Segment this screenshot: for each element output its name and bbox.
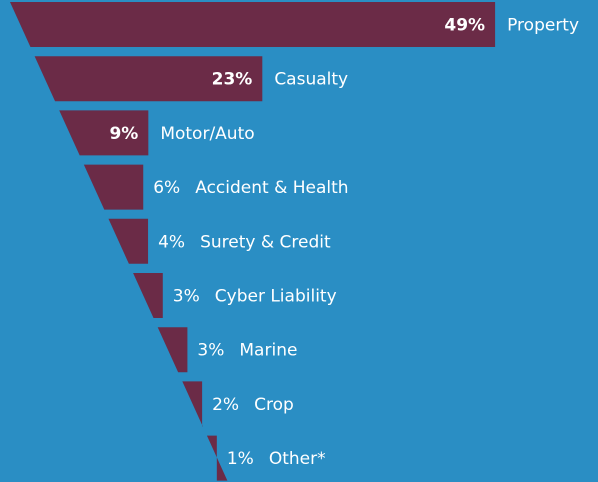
funnel-bar (83, 164, 144, 210)
value-label: 9% (109, 124, 138, 144)
value-label: 3% (197, 341, 224, 361)
category-label: Marine (239, 341, 297, 361)
category-label: Crop (254, 395, 294, 415)
funnel-bar (182, 381, 203, 427)
value-label: 1% (227, 449, 254, 469)
value-label: 2% (212, 395, 239, 415)
funnel-bar (10, 2, 496, 47)
category-label: Property (507, 16, 579, 36)
value-label: 23% (212, 70, 253, 90)
value-label: 49% (444, 16, 485, 36)
category-label: Casualty (274, 70, 348, 90)
funnel-bar (133, 273, 163, 318)
category-label: Accident & Health (195, 178, 348, 198)
funnel-bar (34, 56, 263, 102)
funnel-bar (108, 218, 149, 264)
funnel-bar (157, 327, 188, 373)
category-label: Other* (269, 449, 326, 469)
category-label: Surety & Credit (200, 232, 331, 252)
value-label: 6% (153, 178, 180, 198)
funnel-bar (59, 110, 149, 156)
category-label: Motor/Auto (160, 124, 254, 144)
category-label: Cyber Liability (215, 287, 337, 307)
value-label: 4% (158, 232, 185, 252)
value-label: 3% (173, 287, 200, 307)
funnel-bar (206, 435, 228, 481)
